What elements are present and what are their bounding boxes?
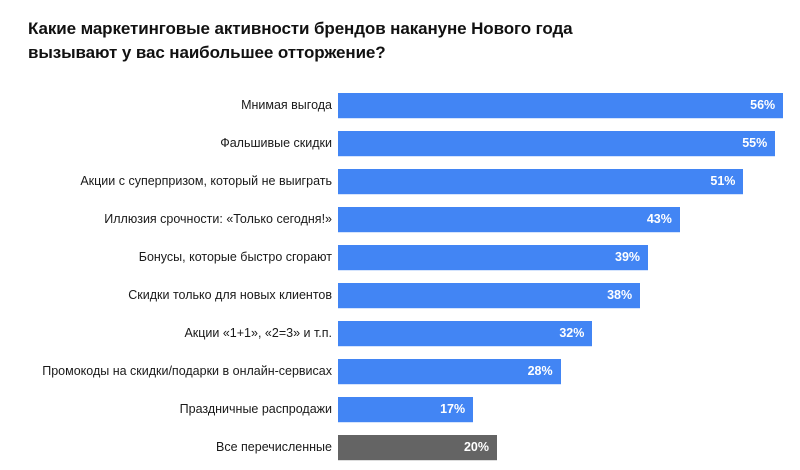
bar-track: 32% [338,321,798,346]
bar: 32% [338,321,593,346]
category-label: Акции с суперпризом, который не выиграть [80,174,332,188]
bar-row: Фальшивые скидки 55% [0,124,800,162]
bar-value-label: 28% [527,364,553,378]
bar-track: 17% [338,397,798,422]
bar-value-label: 51% [710,174,736,188]
bar-track: 20% [338,435,798,460]
bar-row: Акции с суперпризом, который не выиграть… [0,162,800,200]
bar-value-label: 17% [440,402,466,416]
bar-value-label: 39% [615,250,641,264]
bar-track: 56% [338,93,798,118]
bar-row: Бонусы, которые быстро сгорают 39% [0,238,800,276]
category-label: Праздничные распродажи [179,402,332,416]
bar: 51% [338,169,744,194]
bar-track: 39% [338,245,798,270]
bar-row: Все перечисленные 20% [0,428,800,466]
bar-value-label: 20% [463,440,489,454]
bar-track: 28% [338,359,798,384]
chart-title-line-1: Какие маркетинговые активности брендов н… [28,19,573,38]
bar: 55% [338,131,776,156]
chart-title: Какие маркетинговые активности брендов н… [28,17,728,65]
category-label: Мнимая выгода [241,98,332,112]
bar-row: Мнимая выгода 56% [0,86,800,124]
category-label: Бонусы, которые быстро сгорают [138,250,332,264]
bar-row: Акции «1+1», «2=3» и т.п. 32% [0,314,800,352]
category-label: Фальшивые скидки [220,136,332,150]
bar-row: Промокоды на скидки/подарки в онлайн-сер… [0,352,800,390]
bar-value-label: 56% [750,98,776,112]
category-label: Промокоды на скидки/подарки в онлайн-сер… [42,364,332,378]
bar-track: 43% [338,207,798,232]
category-label: Все перечисленные [216,440,332,454]
bar-value-label: 32% [559,326,585,340]
bar-track: 51% [338,169,798,194]
category-label: Скидки только для новых клиентов [128,288,332,302]
bar: 38% [338,283,641,308]
bar: 43% [338,207,680,232]
category-label: Иллюзия срочности: «Только сегодня!» [104,212,332,226]
plot-area: Мнимая выгода 56% Фальшивые скидки 55% Акции… [0,86,800,470]
bar: 28% [338,359,561,384]
bar-track: 55% [338,131,798,156]
bar-row: Иллюзия срочности: «Только сегодня!» 43% [0,200,800,238]
bar-track: 38% [338,283,798,308]
bar-row: Праздничные распродажи 17% [0,390,800,428]
bar-row: Скидки только для новых клиентов 38% [0,276,800,314]
category-label: Акции «1+1», «2=3» и т.п. [184,326,332,340]
bar-value-label: 43% [646,212,672,226]
bar: 39% [338,245,649,270]
bar: 20% [338,435,497,460]
bar: 17% [338,397,474,422]
chart-title-line-2: вызывают у вас наибольшее отторжение? [28,43,386,62]
bar-value-label: 38% [607,288,633,302]
bar: 56% [338,93,784,118]
bar-value-label: 55% [742,136,768,150]
